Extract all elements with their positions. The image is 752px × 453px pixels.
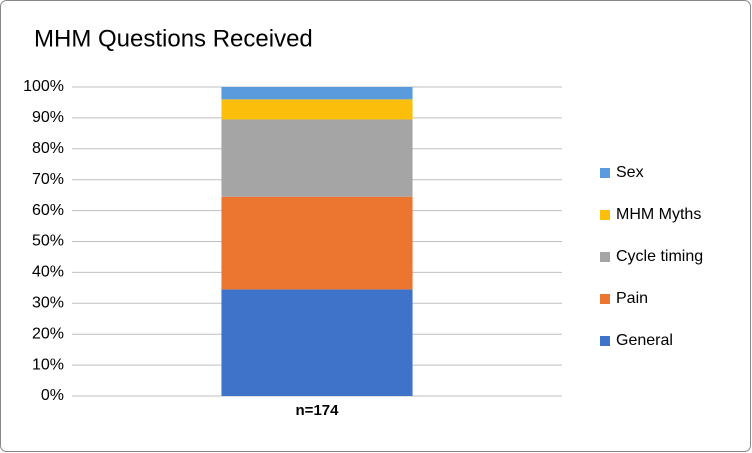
legend-label: MHM Myths [616, 206, 701, 223]
x-tick-label: n=174 [296, 402, 340, 419]
legend-swatch [600, 294, 610, 304]
bar-segment [221, 119, 413, 197]
legend-swatch [600, 210, 610, 220]
y-tick-label: 70% [32, 171, 64, 188]
legend-label: Cycle timing [616, 248, 703, 265]
legend-label: Sex [616, 164, 644, 181]
bar-segment [221, 87, 413, 100]
bar-segment [221, 289, 413, 396]
y-tick-label: 30% [32, 295, 64, 312]
legend-label: General [616, 332, 673, 349]
legend-swatch [600, 336, 610, 346]
y-tick-label: 60% [32, 202, 64, 219]
y-tick-label: 50% [32, 233, 64, 250]
legend-label: Pain [616, 290, 648, 307]
y-tick-label: 80% [32, 140, 64, 157]
bar-segment [221, 196, 413, 290]
legend-swatch [600, 252, 610, 262]
y-tick-label: 100% [23, 78, 64, 95]
y-tick-label: 0% [41, 387, 64, 404]
chart-title: MHM Questions Received [34, 25, 313, 52]
y-tick-label: 40% [32, 264, 64, 281]
bar-segment [221, 99, 413, 120]
y-tick-label: 20% [32, 325, 64, 342]
legend-swatch [600, 168, 610, 178]
y-tick-label: 90% [32, 109, 64, 126]
y-tick-label: 10% [32, 356, 64, 373]
